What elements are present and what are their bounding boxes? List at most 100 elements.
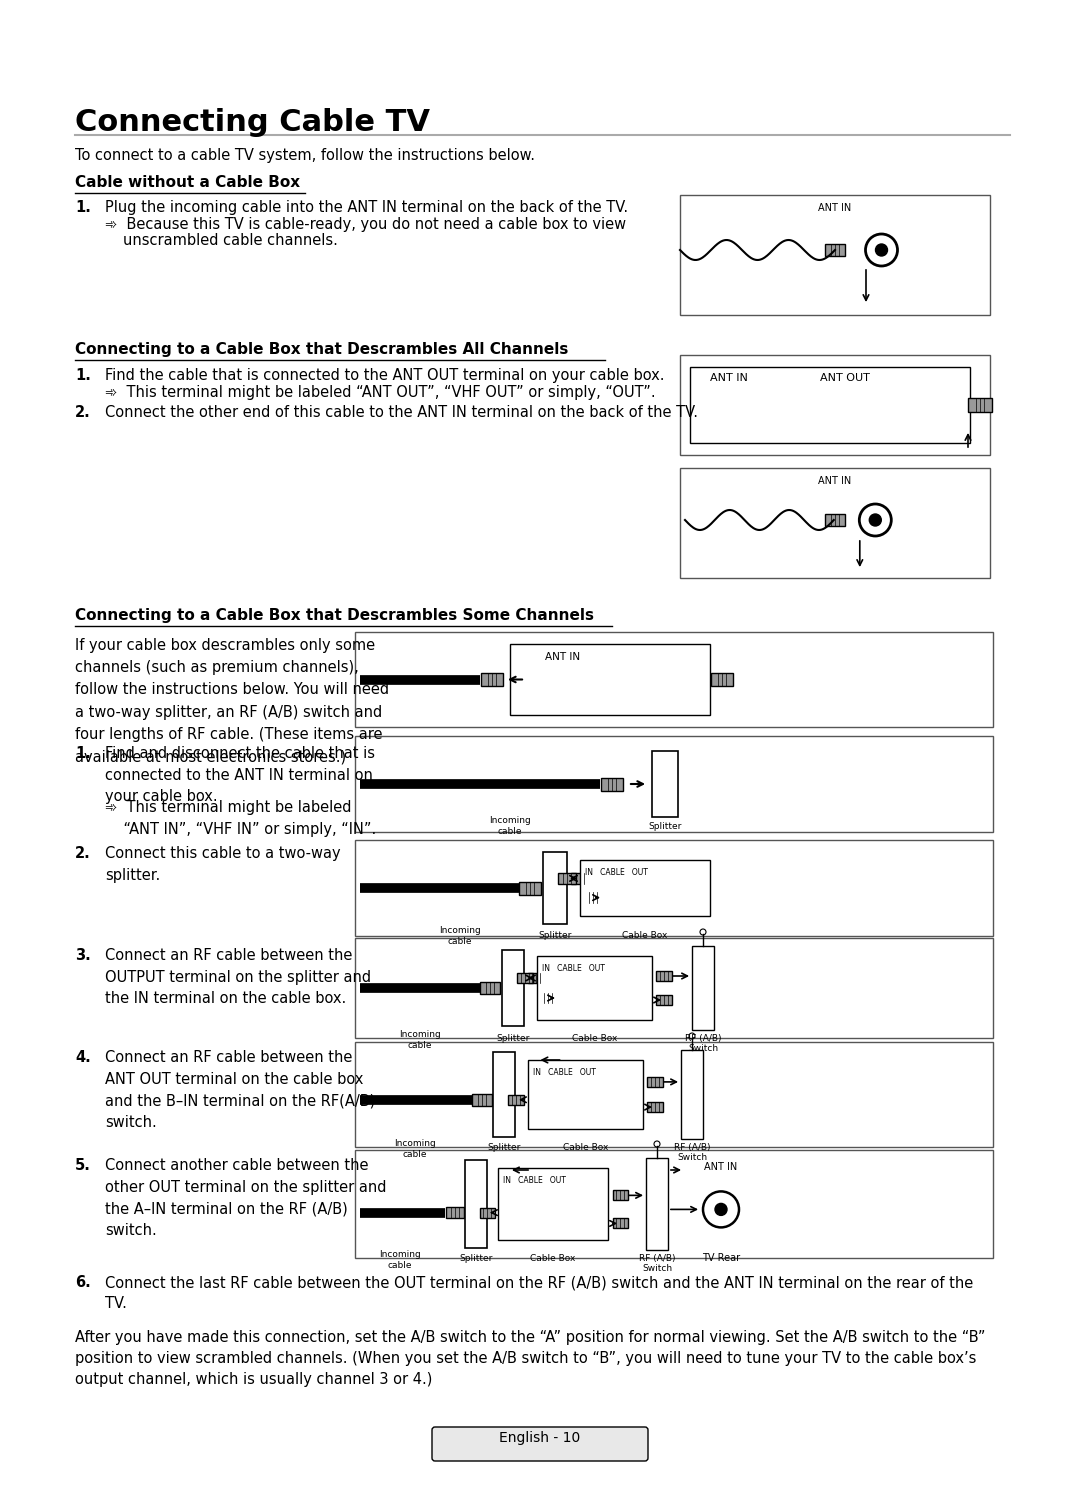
Bar [502, 949, 524, 1027]
Text: Cable without a Cable Box: Cable without a Cable Box [75, 176, 300, 190]
Text: RF (A/B)
Switch: RF (A/B) Switch [638, 1254, 675, 1274]
Bar [472, 1094, 492, 1106]
Bar [825, 513, 845, 525]
Text: Plug the incoming cable into the ANT IN terminal on the back of the TV.: Plug the incoming cable into the ANT IN … [105, 199, 629, 214]
Text: ANT IN: ANT IN [819, 202, 852, 213]
Text: IN   CABLE   OUT: IN CABLE OUT [503, 1176, 566, 1184]
Text: Find and disconnect the cable that is
connected to the ANT IN terminal on
your c: Find and disconnect the cable that is co… [105, 745, 375, 804]
Text: English - 10: English - 10 [499, 1431, 581, 1445]
Text: 6.: 6. [75, 1275, 91, 1290]
Bar [968, 397, 993, 412]
Bar [355, 937, 993, 1039]
Bar [690, 368, 970, 443]
Bar [580, 860, 710, 917]
Bar [680, 356, 990, 455]
Bar [465, 1161, 487, 1248]
Text: Connecting to a Cable Box that Descrambles All Channels: Connecting to a Cable Box that Descrambl… [75, 342, 568, 357]
Bar [528, 1059, 643, 1129]
Text: IN   CABLE   OUT: IN CABLE OUT [542, 964, 605, 973]
Bar [481, 673, 503, 686]
Text: Cable Box: Cable Box [530, 1254, 576, 1263]
Bar [446, 1207, 464, 1219]
Text: IN   CABLE   OUT: IN CABLE OUT [534, 1068, 596, 1077]
Bar [600, 778, 623, 790]
Bar [517, 973, 534, 984]
Bar [528, 973, 544, 984]
Text: Splitter: Splitter [648, 821, 681, 830]
Text: Splitter: Splitter [538, 931, 571, 940]
Text: 2.: 2. [75, 847, 91, 862]
Bar [355, 1042, 993, 1147]
Bar [692, 946, 714, 1030]
Text: Find the cable that is connected to the ANT OUT terminal on your cable box.: Find the cable that is connected to the … [105, 368, 664, 382]
Bar [646, 1158, 669, 1250]
Text: 3.: 3. [75, 948, 91, 963]
Bar [480, 1208, 495, 1217]
Circle shape [876, 244, 888, 256]
Bar [355, 841, 993, 936]
Bar [680, 195, 990, 315]
Circle shape [869, 513, 881, 525]
Text: ANT IN: ANT IN [819, 476, 852, 487]
Text: ➾  This terminal might be labeled
    “ANT IN”, “VHF IN” or simply, “IN”.: ➾ This terminal might be labeled “ANT IN… [105, 801, 376, 836]
Bar [558, 873, 576, 884]
Bar [825, 244, 845, 256]
Text: Incoming
cable: Incoming cable [394, 1138, 436, 1159]
Text: Connect the last RF cable between the OUT terminal on the RF (A/B) switch and th: Connect the last RF cable between the OU… [105, 1275, 973, 1311]
Text: ANT IN: ANT IN [710, 373, 747, 382]
Text: Cable Box: Cable Box [563, 1143, 608, 1152]
Bar [480, 982, 500, 994]
Text: 4.: 4. [75, 1051, 91, 1065]
Bar [492, 1052, 515, 1137]
Text: ANT OUT: ANT OUT [820, 373, 869, 382]
Text: Cable Box: Cable Box [622, 931, 667, 940]
Bar [519, 881, 541, 894]
Bar [652, 751, 678, 817]
Bar [680, 469, 990, 577]
Bar [656, 995, 672, 1004]
Text: Connecting Cable TV: Connecting Cable TV [75, 109, 430, 137]
Text: Incoming
cable: Incoming cable [379, 1250, 421, 1271]
Text: Connect an RF cable between the
ANT OUT terminal on the cable box
and the B–IN t: Connect an RF cable between the ANT OUT … [105, 1051, 375, 1129]
Text: TV Rear: TV Rear [702, 1253, 740, 1263]
FancyBboxPatch shape [432, 1427, 648, 1461]
Text: Splitter: Splitter [459, 1254, 492, 1263]
Bar [543, 853, 567, 924]
Text: Incoming
cable: Incoming cable [440, 926, 481, 946]
Text: unscrambled cable channels.: unscrambled cable channels. [123, 234, 338, 248]
Text: After you have made this connection, set the A/B switch to the “A” position for : After you have made this connection, set… [75, 1330, 986, 1387]
Bar [355, 1150, 993, 1257]
Bar [540, 992, 556, 1003]
Text: Connect this cable to a two-way
splitter.: Connect this cable to a two-way splitter… [105, 847, 340, 882]
Text: ➾  This terminal might be labeled “ANT OUT”, “VHF OUT” or simply, “OUT”.: ➾ This terminal might be labeled “ANT OU… [105, 385, 656, 400]
Bar [498, 1168, 608, 1240]
Text: Splitter: Splitter [497, 1034, 529, 1043]
Bar [584, 893, 602, 903]
Bar [510, 644, 710, 716]
Text: Connect an RF cable between the
OUTPUT terminal on the splitter and
the IN termi: Connect an RF cable between the OUTPUT t… [105, 948, 372, 1006]
Circle shape [715, 1204, 727, 1216]
Bar [537, 955, 652, 1019]
Bar [647, 1077, 663, 1086]
Text: RF (A/B)
Switch: RF (A/B) Switch [685, 1034, 721, 1054]
Text: 1.: 1. [75, 199, 91, 214]
Bar [612, 1190, 627, 1201]
Text: Connect the other end of this cable to the ANT IN terminal on the back of the TV: Connect the other end of this cable to t… [105, 405, 698, 420]
Text: Incoming
cable: Incoming cable [400, 1030, 441, 1051]
Bar [656, 972, 672, 981]
Text: If your cable box descrambles only some
channels (such as premium channels),
fol: If your cable box descrambles only some … [75, 638, 389, 763]
Text: 2.: 2. [75, 405, 91, 420]
Text: 1.: 1. [75, 368, 91, 382]
Text: ANT IN: ANT IN [704, 1162, 738, 1173]
Bar [355, 632, 993, 728]
Text: Incoming
cable: Incoming cable [489, 815, 531, 836]
Text: To connect to a cable TV system, follow the instructions below.: To connect to a cable TV system, follow … [75, 147, 535, 164]
Text: Connecting to a Cable Box that Descrambles Some Channels: Connecting to a Cable Box that Descrambl… [75, 609, 594, 623]
Bar [612, 1219, 627, 1229]
Bar [711, 673, 733, 686]
Bar [355, 737, 993, 832]
Bar [647, 1103, 663, 1112]
Text: 5.: 5. [75, 1158, 91, 1173]
Bar [571, 873, 589, 884]
Text: IN   CABLE   OUT: IN CABLE OUT [585, 868, 648, 876]
